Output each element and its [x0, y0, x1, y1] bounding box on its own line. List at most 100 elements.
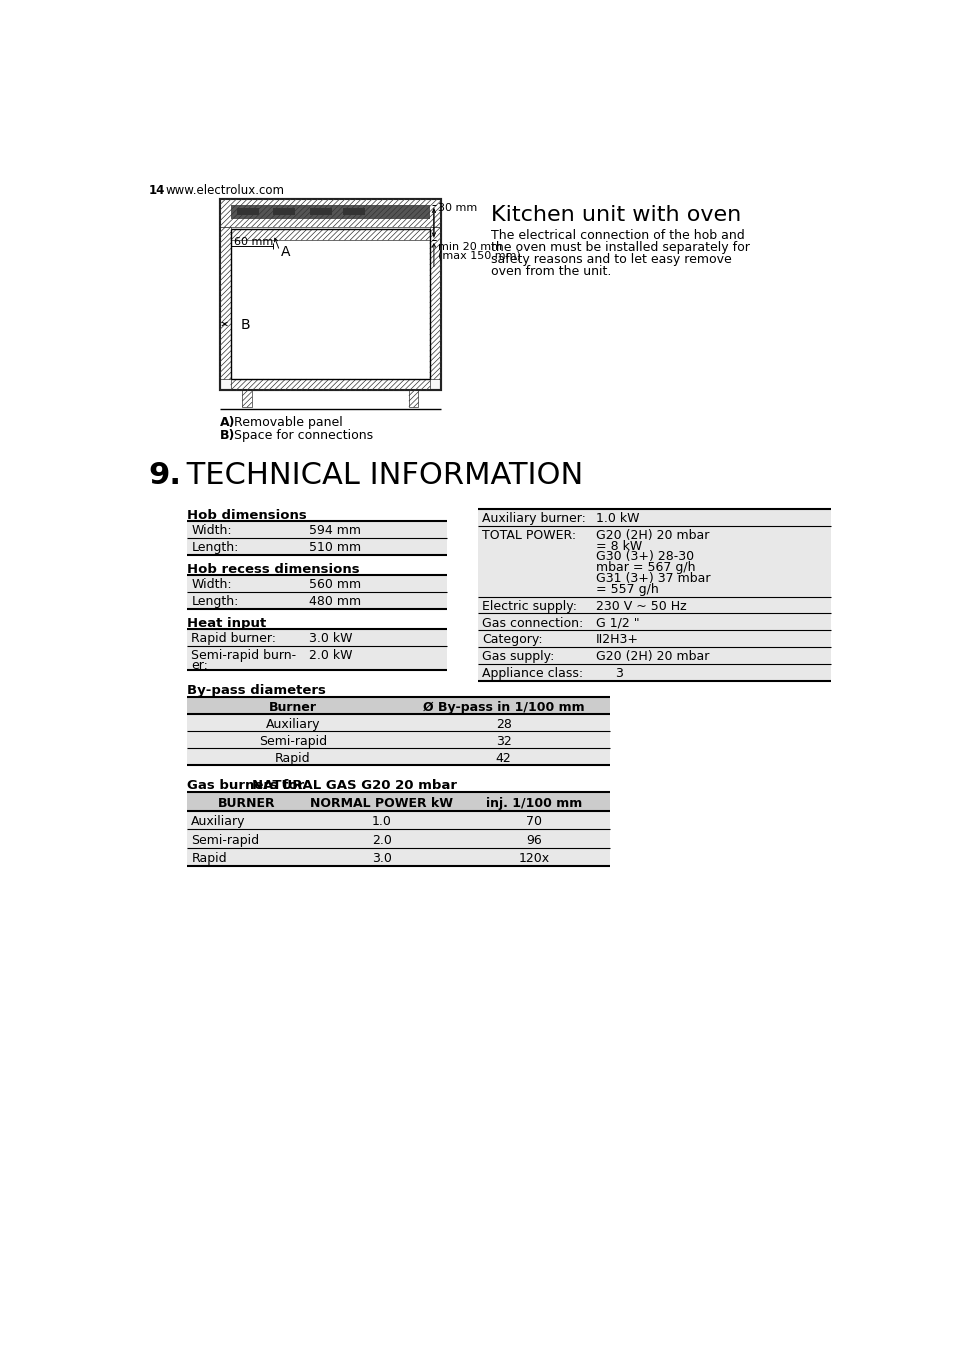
Text: 9.: 9. — [149, 461, 181, 489]
Bar — [477, 614, 830, 630]
Bar — [220, 199, 440, 227]
Text: min 20 mm: min 20 mm — [437, 242, 501, 251]
Text: Category:: Category: — [481, 634, 542, 646]
Text: 480 mm: 480 mm — [309, 595, 361, 608]
Text: Rapid burner:: Rapid burner: — [192, 631, 276, 645]
Text: 3.0 kW: 3.0 kW — [309, 631, 353, 645]
Text: Rapid: Rapid — [274, 752, 311, 765]
Text: G20 (2H) 20 mbar: G20 (2H) 20 mbar — [596, 529, 708, 542]
Bar — [187, 731, 609, 748]
Text: (max 150 mm): (max 150 mm) — [437, 250, 520, 261]
Text: Length:: Length: — [192, 595, 238, 608]
Text: G30 (3+) 28-30: G30 (3+) 28-30 — [596, 550, 693, 564]
Bar — [187, 629, 447, 646]
Text: Auxiliary: Auxiliary — [265, 718, 320, 731]
Bar — [409, 391, 418, 407]
Text: A): A) — [220, 416, 235, 430]
Text: Ø By-pass in 1/100 mm: Ø By-pass in 1/100 mm — [422, 702, 584, 714]
Text: inj. 1/100 mm: inj. 1/100 mm — [485, 796, 581, 810]
Bar — [187, 575, 447, 592]
Text: Auxiliary: Auxiliary — [192, 815, 246, 829]
Text: G20 (2H) 20 mbar: G20 (2H) 20 mbar — [596, 650, 708, 664]
Text: 1.0 kW: 1.0 kW — [596, 512, 639, 525]
Text: A: A — [281, 245, 291, 258]
Text: Gas connection:: Gas connection: — [481, 617, 582, 630]
Bar — [477, 664, 830, 681]
Text: Semi-rapid: Semi-rapid — [258, 735, 327, 748]
Bar — [477, 630, 830, 648]
Text: Width:: Width: — [192, 525, 232, 537]
Text: 3: 3 — [615, 668, 622, 680]
Text: 2.0 kW: 2.0 kW — [309, 649, 353, 662]
Text: 28: 28 — [496, 718, 511, 731]
Text: www.electrolux.com: www.electrolux.com — [166, 184, 284, 197]
Text: NATURAL GAS G20 20 mbar: NATURAL GAS G20 20 mbar — [252, 779, 456, 792]
Text: mbar = 567 g/h: mbar = 567 g/h — [596, 561, 695, 575]
Bar — [220, 199, 440, 391]
Bar — [187, 521, 447, 538]
Bar — [231, 206, 430, 219]
Text: 14: 14 — [149, 184, 165, 197]
Text: Electric supply:: Electric supply: — [481, 599, 577, 612]
Bar — [187, 698, 609, 714]
Text: safety reasons and to let easy remove: safety reasons and to let easy remove — [491, 253, 731, 266]
Text: By-pass diameters: By-pass diameters — [187, 684, 326, 698]
Bar — [242, 391, 252, 407]
Text: 510 mm: 510 mm — [309, 541, 361, 554]
Bar — [310, 208, 332, 215]
Text: 1.0: 1.0 — [372, 815, 392, 829]
Text: 120x: 120x — [517, 852, 549, 865]
Text: Semi-rapid: Semi-rapid — [192, 834, 259, 846]
Text: TOTAL POWER:: TOTAL POWER: — [481, 529, 576, 542]
Bar — [187, 848, 609, 867]
Text: oven from the unit.: oven from the unit. — [491, 265, 611, 279]
Bar — [187, 748, 609, 765]
Bar — [231, 230, 430, 241]
Bar — [187, 592, 447, 608]
Text: Appliance class:: Appliance class: — [481, 668, 582, 680]
Text: Gas supply:: Gas supply: — [481, 650, 554, 664]
Bar — [187, 811, 609, 829]
Text: Space for connections: Space for connections — [233, 429, 373, 442]
Bar — [231, 230, 430, 380]
Text: 560 mm: 560 mm — [309, 579, 361, 591]
Bar — [187, 792, 609, 811]
Text: Auxiliary burner:: Auxiliary burner: — [481, 512, 585, 525]
Text: Heat input: Heat input — [187, 617, 267, 630]
Bar — [477, 648, 830, 664]
Text: G 1/2 ": G 1/2 " — [596, 617, 639, 630]
Text: 2.0: 2.0 — [372, 834, 392, 846]
Text: II2H3+: II2H3+ — [596, 634, 639, 646]
Bar — [220, 199, 440, 391]
Text: Width:: Width: — [192, 579, 232, 591]
Text: 70: 70 — [525, 815, 541, 829]
Bar — [187, 646, 447, 671]
Text: The electrical connection of the hob and: The electrical connection of the hob and — [491, 230, 744, 242]
Text: Removable panel: Removable panel — [233, 416, 342, 430]
Bar — [187, 538, 447, 554]
Bar — [187, 714, 609, 731]
Text: 230 V ~ 50 Hz: 230 V ~ 50 Hz — [596, 599, 686, 612]
Text: 96: 96 — [525, 834, 541, 846]
Bar — [477, 596, 830, 614]
Bar — [187, 829, 609, 848]
Text: Rapid: Rapid — [192, 852, 227, 865]
Bar — [343, 208, 365, 215]
Text: = 8 kW: = 8 kW — [596, 539, 641, 553]
Text: Hob recess dimensions: Hob recess dimensions — [187, 562, 359, 576]
Text: Kitchen unit with oven: Kitchen unit with oven — [491, 204, 740, 224]
Text: = 557 g/h: = 557 g/h — [596, 583, 658, 596]
Text: B): B) — [220, 429, 235, 442]
Text: BURNER: BURNER — [217, 796, 274, 810]
Bar — [236, 208, 258, 215]
Text: the oven must be installed separately for: the oven must be installed separately fo… — [491, 241, 749, 254]
Text: Length:: Length: — [192, 541, 238, 554]
Text: 60 mm: 60 mm — [233, 237, 273, 247]
Bar — [220, 227, 231, 380]
Text: 3.0: 3.0 — [372, 852, 392, 865]
Text: TECHNICAL INFORMATION: TECHNICAL INFORMATION — [177, 461, 583, 489]
Text: G31 (3+) 37 mbar: G31 (3+) 37 mbar — [596, 572, 710, 585]
Bar — [477, 508, 830, 526]
Text: 594 mm: 594 mm — [309, 525, 361, 537]
Text: 30 mm: 30 mm — [437, 203, 476, 214]
